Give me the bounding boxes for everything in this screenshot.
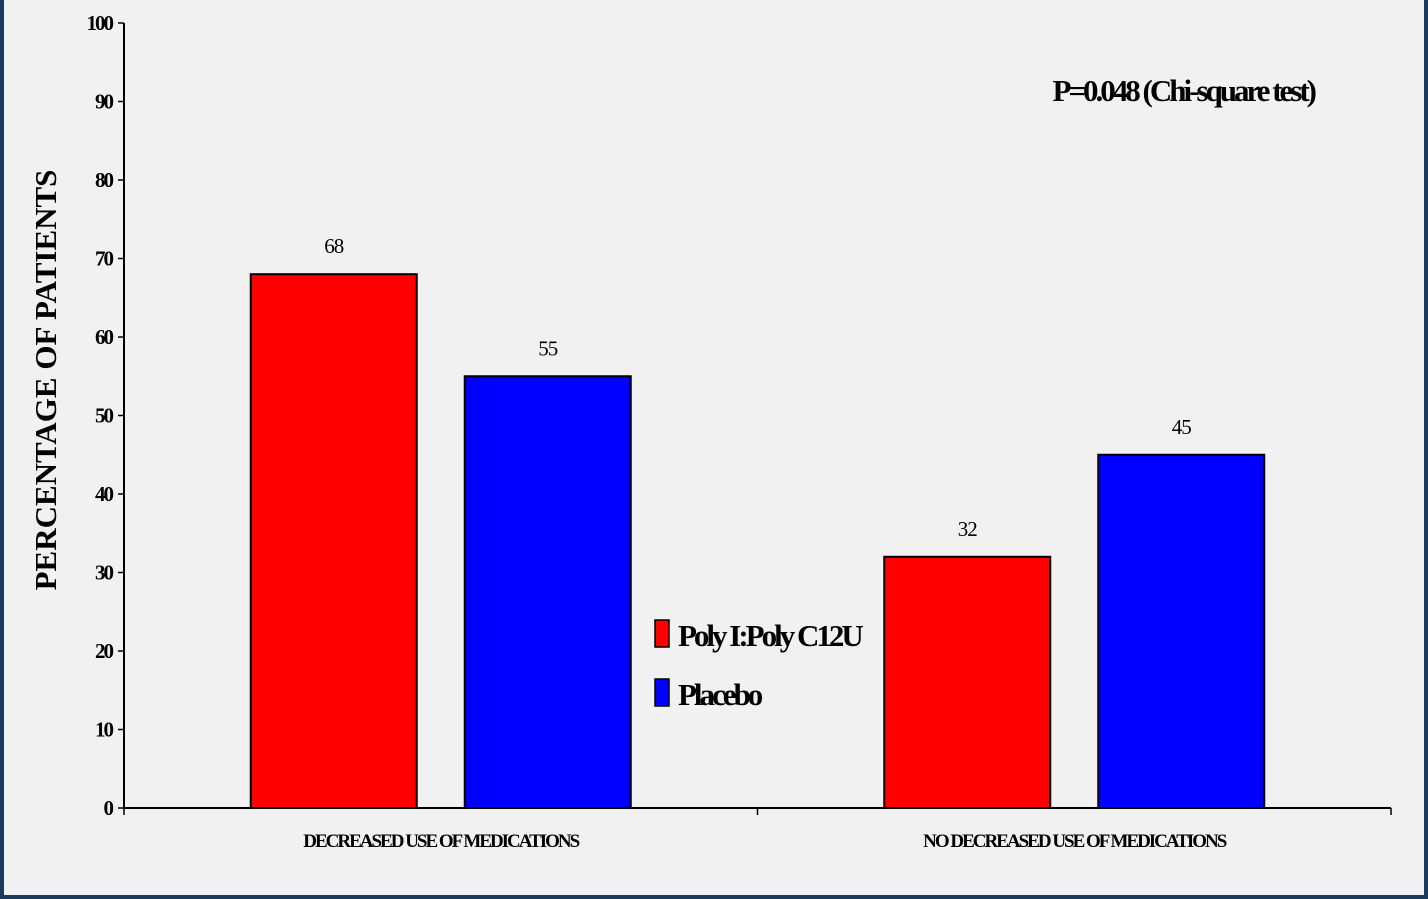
legend: Poly I:Poly C12U Placebo [654,618,866,712]
data-label: 55 [538,336,558,360]
y-tick-label: 10 [95,718,114,742]
bar-chart: 0 10 20 30 40 50 60 70 80 90 100 68 55 DECREASED USE… [28,11,1392,852]
y-tick-label: 50 [95,404,114,428]
bars [249,273,1266,809]
y-tick-label: 70 [95,247,114,271]
data-label: 68 [324,234,344,258]
x-category-label: DECREASED USE OF MEDICATIONS [303,831,579,852]
y-axis-ticks: 0 10 20 30 40 50 60 70 80 90 100 [87,11,124,820]
legend-swatch-poly [654,619,670,648]
legend-swatch-placebo [654,678,670,707]
p-value-annotation: P=0.048 (Chi-square test) [1052,73,1315,108]
y-axis-label: PERCENTAGE OF PATIENTS [28,170,63,591]
bar-placebo-2 [1097,453,1266,809]
y-tick-label: 100 [87,11,114,35]
labels: 68 55 DECREASED USE OF MEDICATIONS 32 45 NO D… [303,234,1229,852]
legend-label-placebo: Placebo [678,677,763,712]
y-tick-label: 80 [95,168,114,192]
y-tick-label: 0 [104,796,114,820]
bar-poly-1 [249,273,418,809]
y-tick-label: 20 [95,639,114,663]
y-tick-label: 90 [95,90,114,114]
y-tick-label: 60 [95,325,114,349]
data-label: 32 [958,517,978,541]
legend-label-poly: Poly I:Poly C12U [678,618,863,653]
y-tick-label: 40 [95,482,114,506]
y-tick-label: 30 [95,561,114,585]
data-label: 45 [1172,415,1192,439]
bar-placebo-1 [463,375,632,809]
x-category-label: NO DECREASED USE OF MEDICATIONS [923,831,1227,852]
axes [123,23,1392,815]
bar-poly-2 [883,555,1052,809]
